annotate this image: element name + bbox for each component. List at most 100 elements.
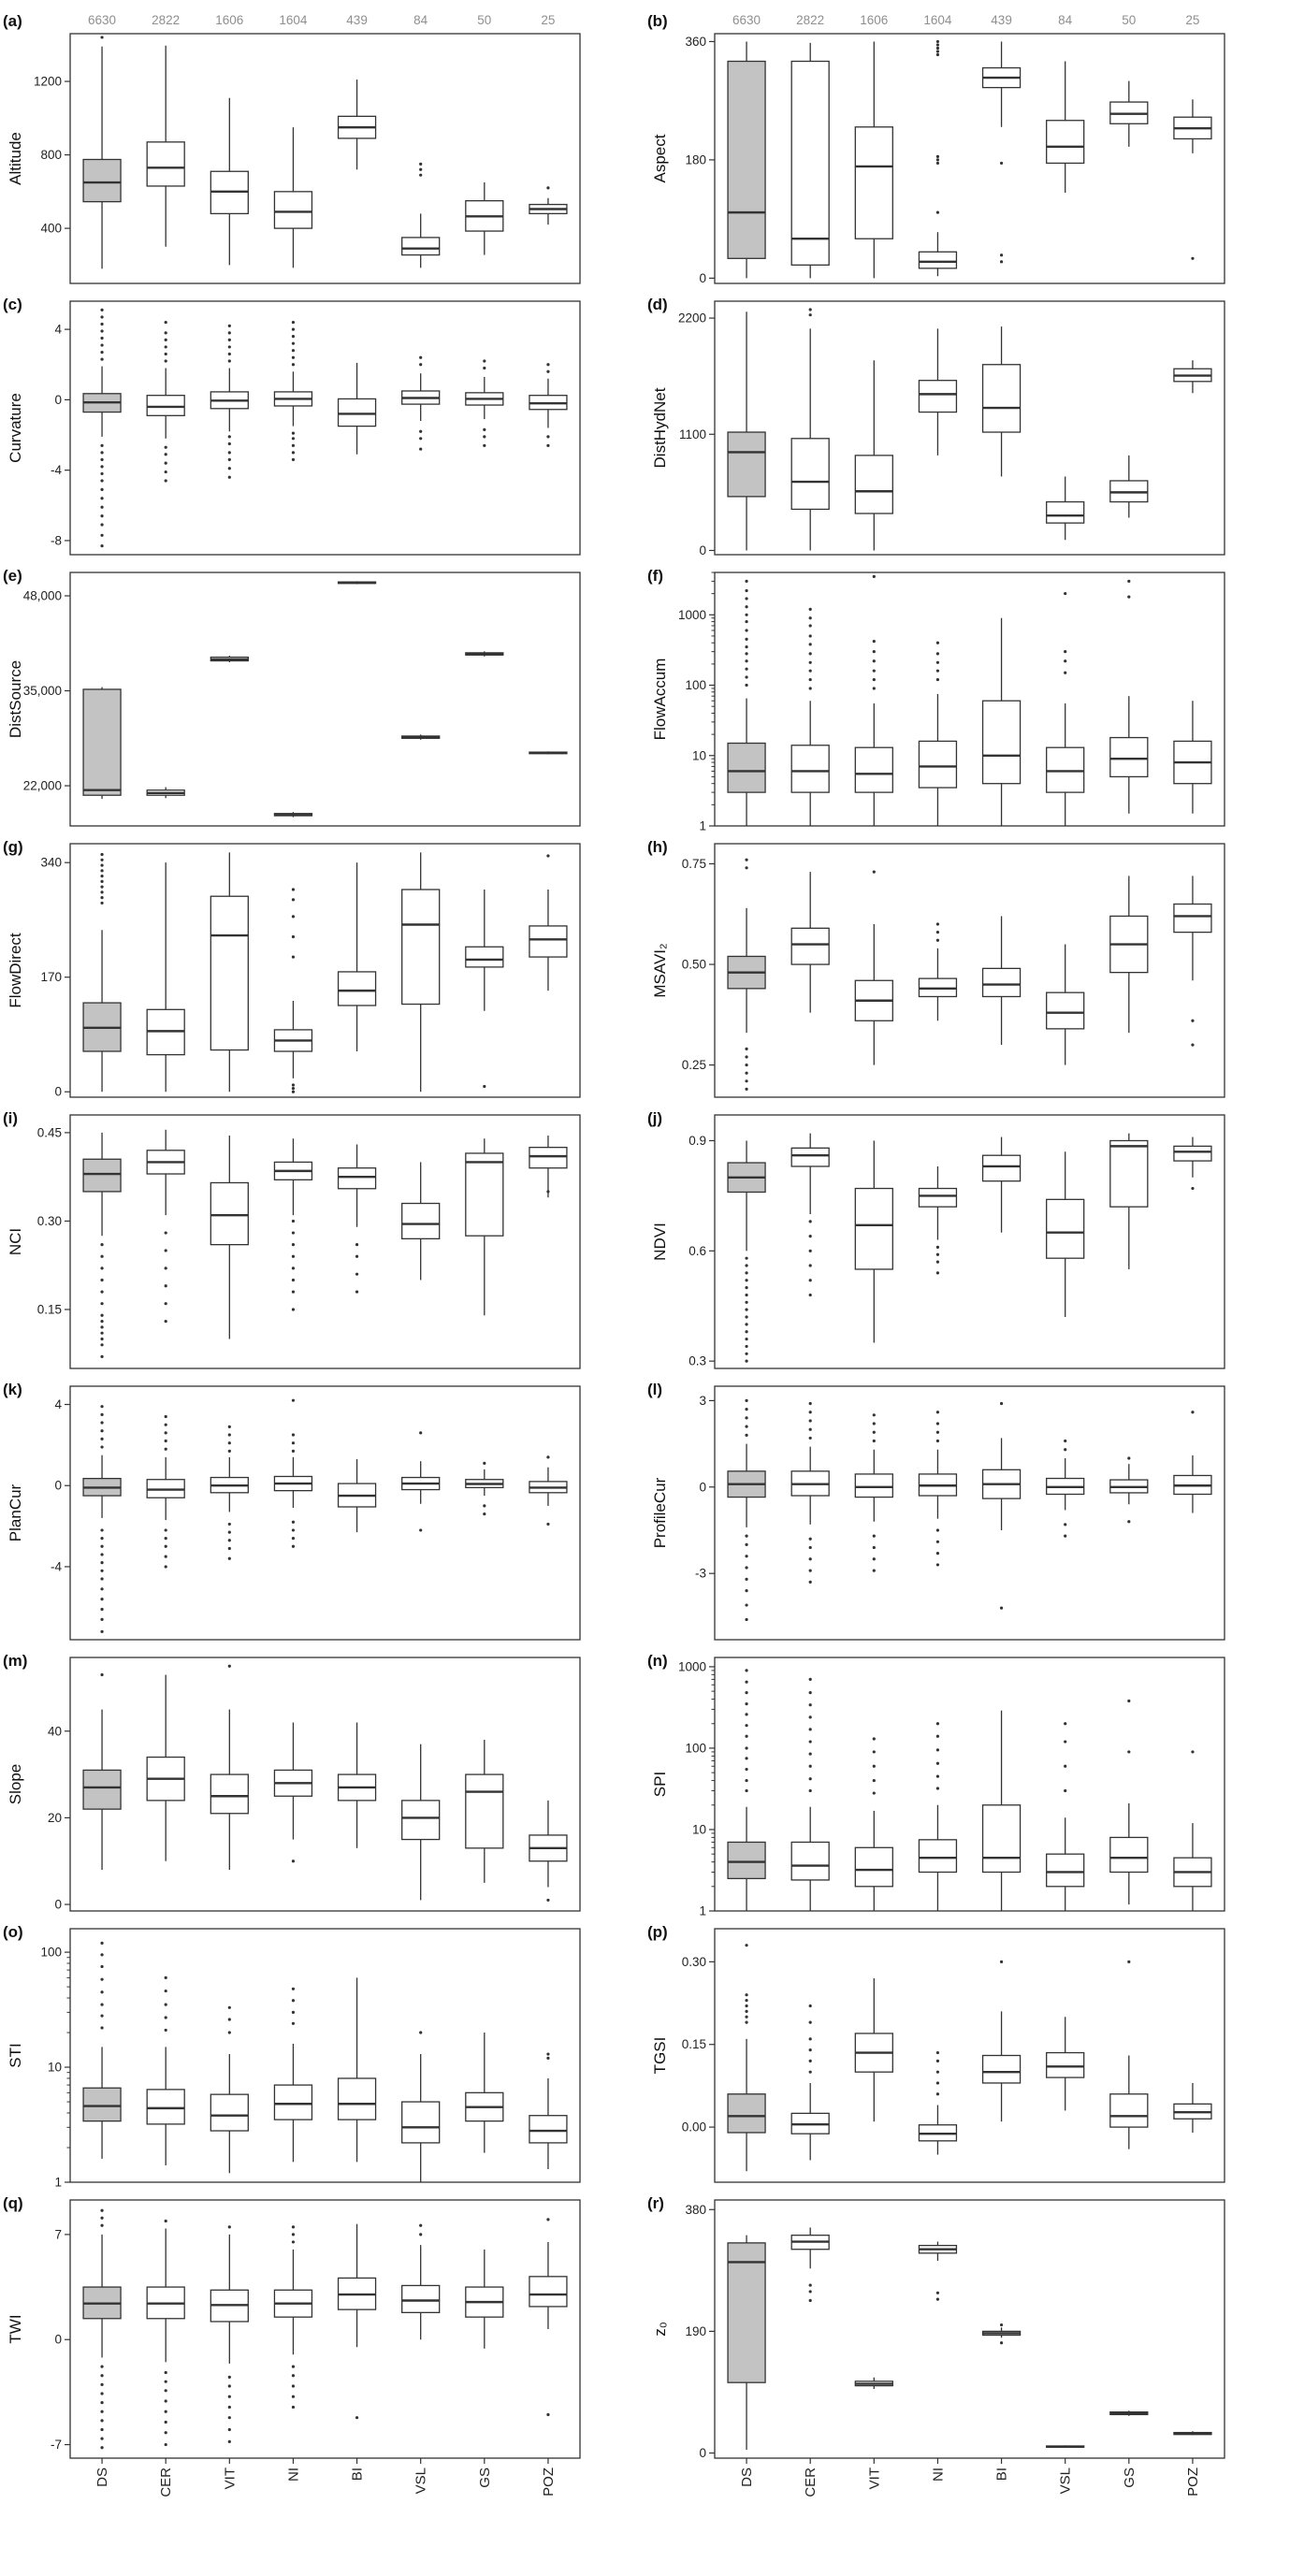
outlier-point [355,1290,359,1294]
panel-tag-d: (d) [647,296,668,313]
outlier-point [872,1439,876,1443]
outlier-point [483,1461,486,1465]
iqr-box [401,2284,441,2313]
outlier-point [164,1439,167,1443]
panel-c: (c) Curvature -8 -4 0 4 [0,291,645,562]
outlier-point [872,1534,876,1538]
outlier-point [164,1989,167,1993]
outlier-point [1127,1520,1131,1524]
outlier-point [483,359,486,363]
y-tick-label: 1200 [34,75,62,89]
iqr-box [210,895,249,1051]
outlier-point [100,1553,104,1556]
outlier-point [745,1788,748,1793]
boxplot-svg-q: (q) TWI -7 0 7 DS CER VIT NI BI VSL GS POZ [3,2194,581,2497]
outlier-point [164,2410,167,2413]
box-g-NI [273,888,313,1093]
box-f-CER [790,607,830,826]
outlier-point [935,1748,940,1752]
outlier-point [164,352,167,356]
outlier-point [745,652,748,656]
outlier-point [100,36,104,39]
outlier-point [227,2375,231,2379]
outlier-point [745,1271,748,1275]
outlier-point [1191,1043,1195,1047]
outlier-point [935,931,940,934]
outlier-point [745,1398,748,1402]
outlier-point [227,1539,231,1542]
outlier-point [745,1746,748,1750]
box-j-BI [981,1136,1022,1233]
outlier-point [291,2374,296,2378]
box-q-NI [273,2225,313,2410]
boxplot-svg-k: (k) PlanCur -4 0 4 [3,1381,581,1641]
iqr-box [981,967,1022,998]
iqr-box [529,2115,568,2144]
outlier-point [745,1778,748,1783]
box-o-CER [146,1975,185,2166]
outlier-point [745,1944,748,1947]
iqr-box [918,251,958,269]
outlier-point [1064,1788,1067,1793]
outlier-point [808,1557,812,1561]
outlier-point [872,1778,876,1783]
outlier-point [164,1537,167,1541]
box-k-VIT [210,1425,249,1560]
outlier-point [291,363,296,367]
outlier-point [808,2004,812,2008]
panel-tag-o: (o) [3,1923,23,1941]
outlier-point [808,308,812,311]
outlier-point [935,1245,940,1249]
y-tick-label: 100 [40,1946,62,1960]
box-m-BI [337,1722,377,1848]
panel-tag-r: (r) [647,2194,664,2212]
outlier-point [227,2416,231,2420]
y-tick-label: 1 [699,819,706,833]
outlier-point [164,1231,167,1235]
outlier-point [100,1278,104,1282]
outlier-point [227,475,231,479]
outlier-point [808,1293,812,1297]
outlier-point [546,443,550,447]
outlier-point [483,366,486,370]
outlier-point [808,1715,812,1719]
outlier-point [419,2031,423,2034]
outlier-point [935,1540,940,1543]
outlier-point [100,2003,104,2006]
x-category-label: BI [994,2467,1010,2481]
outlier-point [935,50,940,53]
y-tick-label: 48,000 [23,588,62,602]
outlier-point [419,355,423,359]
box-o-GS [465,2033,504,2153]
count-label: 1604 [279,13,308,27]
box-o-VIT [210,2005,249,2174]
outlier-point [546,1522,550,1527]
outlier-point [291,1278,296,1282]
boxplot-svg-b: (b) Aspect 0 180 360 6630 2822 1606 1604 439 84 50 2… [647,12,1225,285]
outlier-point [355,2416,359,2420]
outlier-point [355,1243,359,1247]
box-i-CER [146,1129,185,1324]
outlier-point [164,338,167,342]
panel-o: (o) STI 1 10 100 [0,1918,645,2190]
outlier-point [291,349,296,353]
count-label: 84 [1058,13,1073,27]
y-tick-label: 10 [692,748,706,762]
outlier-point [100,885,104,889]
iqr-box [1173,903,1212,933]
box-r-BI [981,2323,1022,2345]
outlier-point [935,1411,940,1414]
y-tick-label: 4 [54,323,62,337]
outlier-point [935,1528,940,1532]
outlier-point [291,355,296,359]
outlier-point [808,2037,812,2041]
box-o-DS [82,1941,122,2159]
iqr-box [401,889,441,1006]
count-label: 1604 [923,13,952,27]
outlier-point [100,1405,104,1409]
outlier-point [935,938,940,942]
iqr-box [82,1769,122,1810]
box-j-VIT [854,1140,893,1343]
y-axis-title-q: TWI [7,2314,24,2343]
outlier-point [935,43,940,47]
